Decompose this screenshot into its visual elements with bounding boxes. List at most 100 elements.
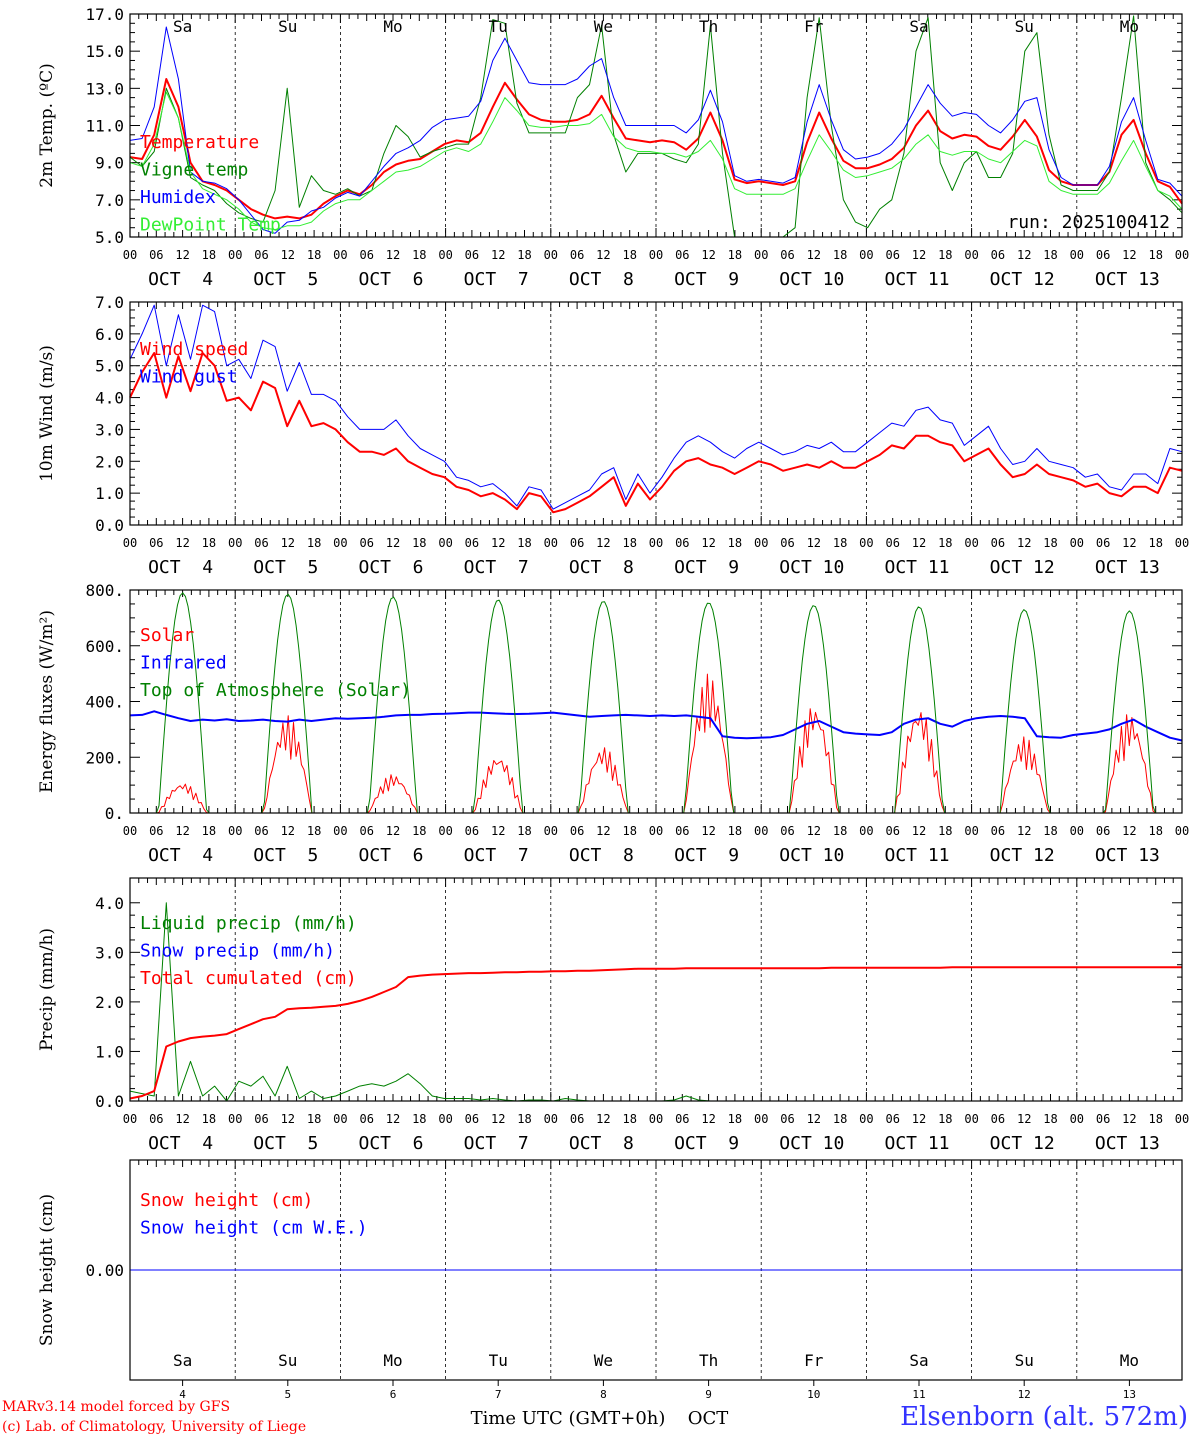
hour-label: 06	[359, 1112, 373, 1126]
y-axis-title: 2m Temp. (ºC)	[37, 63, 57, 188]
hour-label: 06	[465, 824, 479, 838]
hour-label: 06	[780, 536, 794, 550]
date-label: OCT 11	[884, 1133, 949, 1154]
date-label: OCT 10	[779, 269, 844, 290]
hour-label: 00	[123, 248, 137, 262]
hour-label: 00	[438, 248, 452, 262]
date-label: OCT 13	[1095, 1133, 1160, 1154]
y-axis-title: Precip (mm/h)	[37, 928, 57, 1051]
hour-label: 12	[1017, 824, 1031, 838]
day-number: 9	[705, 1388, 712, 1401]
y-tick-label: 0.00	[85, 1261, 124, 1280]
date-label: OCT 12	[990, 1133, 1055, 1154]
hour-label: 18	[412, 1112, 426, 1126]
date-label: OCT 9	[674, 845, 739, 866]
day-number: 6	[390, 1388, 397, 1401]
hour-label: 00	[859, 1112, 873, 1126]
hour-label: 06	[254, 536, 268, 550]
series-humidex	[129, 26, 1183, 234]
hour-label: 12	[807, 1112, 821, 1126]
hour-label: 12	[491, 248, 505, 262]
day-number: 4	[179, 1388, 186, 1401]
weekday-label: Mo	[1120, 1351, 1139, 1370]
hour-label: 00	[228, 824, 242, 838]
hour-label: 18	[517, 1112, 531, 1126]
weekday-label: Su	[278, 1351, 297, 1370]
hour-label: 00	[754, 536, 768, 550]
date-label: OCT 7	[464, 557, 529, 578]
weekday-label: We	[594, 17, 613, 36]
hour-label: 06	[675, 536, 689, 550]
hour-label: 12	[386, 248, 400, 262]
hour-label: 18	[1043, 248, 1057, 262]
hour-label: 06	[675, 248, 689, 262]
hour-label: 00	[859, 536, 873, 550]
series-wind-gust	[129, 304, 1183, 510]
hour-label: 00	[333, 536, 347, 550]
y-tick-label: 13.0	[85, 79, 124, 98]
hour-label: 12	[596, 248, 610, 262]
y-tick-label: 3.0	[95, 420, 124, 439]
hour-label: 12	[596, 536, 610, 550]
hour-label: 12	[1122, 536, 1136, 550]
hour-label: 18	[202, 536, 216, 550]
hour-label: 00	[859, 824, 873, 838]
hour-label: 00	[438, 824, 452, 838]
hour-label: 18	[728, 1112, 742, 1126]
weekday-label: Su	[1015, 17, 1034, 36]
model-credit: MARv3.14 model forced by GFS	[2, 1399, 231, 1415]
date-label: OCT 4	[148, 1133, 213, 1154]
hour-label: 12	[281, 1112, 295, 1126]
date-label: OCT 4	[148, 269, 213, 290]
date-label: OCT 7	[464, 269, 529, 290]
hour-label: 00	[649, 248, 663, 262]
hour-label: 06	[465, 1112, 479, 1126]
hour-label: 06	[885, 1112, 899, 1126]
y-tick-label: 5.0	[95, 357, 124, 376]
weekday-label: Mo	[1120, 17, 1139, 36]
weekday-label: We	[594, 1351, 613, 1370]
date-label: OCT 7	[464, 1133, 529, 1154]
legend-entry: Temperature	[140, 132, 259, 153]
date-label: OCT 5	[253, 1133, 318, 1154]
hour-label: 18	[1043, 824, 1057, 838]
x-axis-title: Time UTC (GMT+0h)	[471, 1408, 666, 1429]
weekday-label: Th	[699, 17, 718, 36]
legend-entry: DewPoint Temp	[140, 215, 281, 236]
date-label: OCT 10	[779, 557, 844, 578]
hour-label: 00	[333, 1112, 347, 1126]
hour-label: 18	[307, 1112, 321, 1126]
weekday-label: Sa	[173, 17, 192, 36]
hour-label: 06	[1096, 248, 1110, 262]
hour-label: 12	[1122, 824, 1136, 838]
hour-label: 06	[991, 824, 1005, 838]
legend-entry: Infrared	[140, 653, 227, 674]
hour-label: 18	[1043, 536, 1057, 550]
hour-label: 00	[544, 536, 558, 550]
hour-label: 00	[754, 824, 768, 838]
date-label: OCT 11	[884, 557, 949, 578]
hour-label: 00	[123, 824, 137, 838]
hour-label: 18	[833, 1112, 847, 1126]
hour-label: 18	[728, 824, 742, 838]
day-number: 7	[495, 1388, 502, 1401]
y-tick-label: 4.0	[95, 389, 124, 408]
y-tick-label: 0.0	[95, 516, 124, 535]
hour-label: 06	[780, 248, 794, 262]
date-label: OCT 12	[990, 269, 1055, 290]
weekday-label: Su	[1015, 1351, 1034, 1370]
hour-label: 06	[570, 536, 584, 550]
hour-label: 06	[991, 248, 1005, 262]
hour-label: 06	[465, 248, 479, 262]
series-top-of-atmosphere-solar-	[130, 592, 1182, 814]
date-label: OCT 9	[674, 1133, 739, 1154]
y-tick-label: 5.0	[95, 228, 124, 247]
hour-label: 18	[517, 536, 531, 550]
weekday-label: Sa	[909, 17, 928, 36]
y-tick-label: 3.0	[95, 943, 124, 962]
legend-entry: Total cumulated (cm)	[140, 968, 357, 989]
hour-label: 18	[1148, 1112, 1162, 1126]
hour-label: 18	[202, 824, 216, 838]
plot-frame	[129, 589, 1183, 814]
legend-entry: Snow height (cm)	[140, 1190, 313, 1211]
